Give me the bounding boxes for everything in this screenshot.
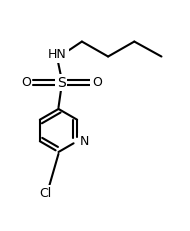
- Text: N: N: [79, 135, 89, 148]
- Text: O: O: [21, 76, 31, 89]
- Text: Cl: Cl: [39, 187, 51, 200]
- Text: HN: HN: [48, 48, 67, 61]
- Text: S: S: [57, 76, 66, 90]
- Text: O: O: [92, 76, 102, 89]
